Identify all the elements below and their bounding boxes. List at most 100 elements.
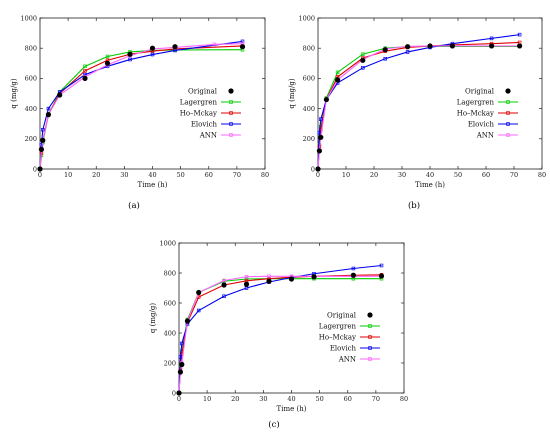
y-tick-label: 1000 [159, 239, 176, 247]
x-tick-label: 20 [92, 171, 100, 179]
legend-label: Elovich [468, 121, 495, 129]
plot-frame [178, 242, 405, 394]
series-elovich [38, 39, 245, 171]
series-marker [41, 127, 45, 132]
series-marker [489, 36, 494, 41]
x-axis-label: Time (h) [415, 181, 445, 189]
legend-marker [506, 100, 510, 104]
legend-marker [506, 111, 510, 115]
series-original [176, 272, 385, 396]
x-tick-label: 10 [342, 171, 350, 179]
data-point [311, 274, 317, 280]
data-point [172, 44, 178, 50]
data-point [316, 148, 322, 154]
y-tick-label: 1000 [298, 14, 315, 22]
series-ann [316, 44, 522, 171]
series-marker [196, 308, 201, 313]
series-marker [105, 54, 110, 59]
data-point [243, 281, 250, 287]
y-tick-label: 800 [25, 45, 37, 53]
series-marker [351, 266, 356, 271]
data-point [266, 278, 272, 284]
legend-label: Original [465, 88, 495, 96]
series-marker [222, 294, 226, 299]
data-point [449, 43, 455, 49]
series-marker [212, 42, 217, 47]
series-original [315, 43, 523, 172]
data-point [38, 146, 45, 152]
legend-swatch [367, 312, 373, 318]
x-tick-label: 40 [148, 171, 156, 179]
data-point [37, 166, 43, 172]
x-tick-label: 30 [120, 171, 128, 179]
series-marker [267, 274, 271, 279]
data-point [378, 273, 385, 279]
x-tick-label: 40 [426, 171, 434, 179]
data-point [184, 318, 191, 324]
series-lagergren [316, 44, 522, 171]
y-tick-label: 800 [303, 45, 315, 53]
legend-label: ANN [338, 356, 356, 364]
x-tick-label: 80 [400, 395, 408, 403]
data-point [127, 51, 133, 57]
legend-marker [368, 357, 372, 361]
legend-label: Elovich [191, 121, 218, 129]
x-tick-label: 30 [398, 171, 406, 179]
legend-marker [229, 111, 233, 115]
data-point [350, 272, 356, 278]
data-point [288, 276, 295, 282]
legend-marker [229, 100, 233, 104]
data-point [45, 112, 52, 118]
y-tick-label: 200 [164, 359, 176, 367]
data-point [318, 134, 324, 140]
y-tick-label: 600 [25, 75, 37, 83]
legend-label: Ho–Mckay [457, 110, 494, 118]
legend: Original Lagergren Ho–Mckay Elovich ANN [457, 88, 518, 140]
x-tick-label: 20 [370, 171, 378, 179]
x-tick-label: 0 [177, 395, 181, 403]
data-point [360, 57, 366, 63]
series-marker [83, 64, 87, 69]
legend-label: Elovich [330, 345, 357, 353]
series-marker [517, 32, 522, 37]
legend-marker [229, 122, 233, 126]
series-marker [39, 143, 44, 147]
series-marker [83, 69, 87, 73]
legend: Original Lagergren Ho–Mckay Elovich ANN [180, 88, 241, 140]
legend-label: Ho–Mckay [180, 110, 217, 118]
series-line [317, 45, 520, 170]
y-axis-label: q (mg/g) [288, 78, 296, 108]
data-point [315, 166, 321, 172]
series-line [317, 34, 520, 170]
y-tick-label: 0 [172, 389, 176, 397]
y-tick-label: 800 [164, 269, 176, 277]
x-tick-label: 10 [203, 395, 211, 403]
legend-marker [506, 133, 510, 137]
x-tick-label: 40 [287, 395, 295, 403]
series-marker [222, 278, 226, 283]
series-marker [240, 39, 245, 44]
legend-label: Lagergren [319, 323, 357, 331]
legend-label: Lagergren [180, 99, 218, 107]
x-tick-label: 50 [176, 171, 184, 179]
legend-swatch [505, 88, 511, 94]
series-marker [379, 263, 384, 268]
y-tick-label: 0 [33, 165, 37, 173]
data-point [221, 282, 227, 288]
y-tick-label: 200 [25, 135, 37, 143]
data-point [40, 137, 46, 143]
legend-label: Original [327, 312, 357, 320]
x-tick-label: 20 [231, 395, 239, 403]
series-marker [405, 50, 410, 54]
legend-marker [368, 335, 372, 339]
series-marker [180, 341, 184, 346]
series-marker [319, 117, 323, 121]
x-tick-label: 50 [454, 171, 462, 179]
series-line [39, 45, 243, 170]
series-marker [383, 57, 387, 61]
data-point [405, 44, 411, 50]
x-tick-label: 60 [482, 171, 490, 179]
legend-label: ANN [199, 132, 217, 140]
